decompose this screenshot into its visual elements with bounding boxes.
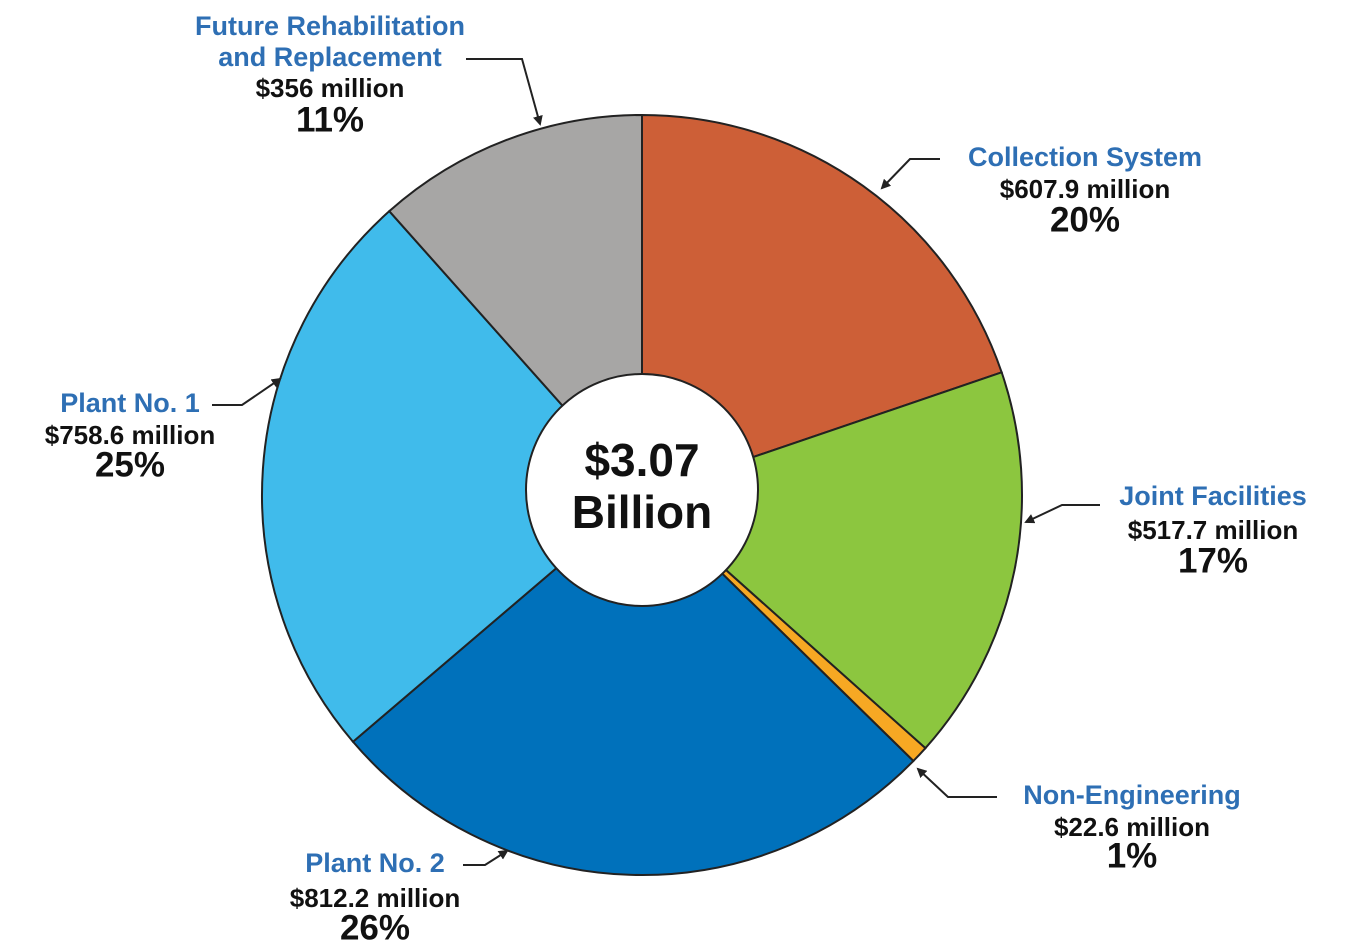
center-label: $3.07: [584, 434, 699, 486]
donut-hole: [525, 373, 759, 607]
percent-label: 11%: [296, 100, 364, 139]
category-label: Joint Facilities: [1119, 481, 1307, 511]
percent-label: 1%: [1107, 836, 1158, 875]
percent-label: 17%: [1178, 541, 1248, 580]
leader-line: [880, 158, 940, 190]
slice: [351, 493, 915, 876]
category-label: Non-Engineering: [1023, 780, 1241, 810]
value-label: $517.7 million: [1128, 515, 1299, 545]
slice: [641, 113, 1003, 497]
leader-line: [916, 767, 997, 798]
slice: [261, 209, 644, 744]
leader-line: [212, 377, 282, 406]
leader-line: [1024, 504, 1100, 524]
leader-line: [463, 849, 509, 866]
value-label: $758.6 million: [45, 420, 216, 450]
category-label: Future Rehabilitation and Replacement: [195, 11, 465, 72]
value-label: $812.2 million: [290, 883, 461, 913]
percent-label: 26%: [340, 908, 410, 947]
category-label: Plant No. 2: [305, 848, 445, 878]
percent-label: 25%: [95, 445, 165, 484]
category-label: Collection System: [968, 142, 1202, 172]
value-label: $356 million: [256, 73, 405, 103]
category-label: Plant No. 1: [60, 388, 200, 418]
value-label: $607.9 million: [1000, 174, 1171, 204]
leader-line: [466, 58, 543, 126]
center-label: Billion: [572, 486, 713, 538]
value-label: $22.6 million: [1054, 812, 1210, 842]
percent-label: 20%: [1050, 200, 1120, 239]
